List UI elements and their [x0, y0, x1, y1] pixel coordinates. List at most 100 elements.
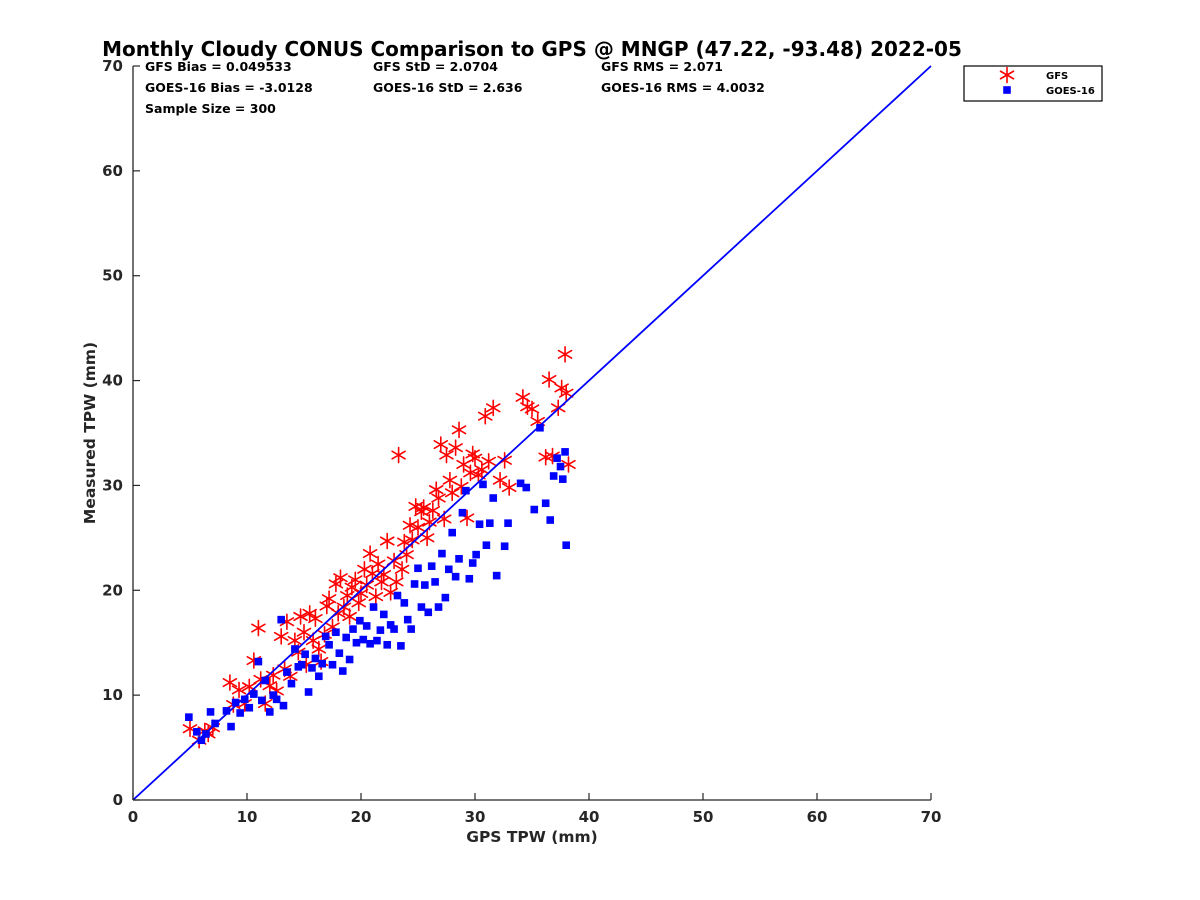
goes-16-point: [297, 660, 306, 669]
goes-16-point: [338, 667, 347, 675]
goes-16-point: [315, 672, 323, 681]
legend-goes-16-marker: [1003, 86, 1011, 94]
goes-16-point: [245, 703, 254, 712]
x-tick-label: 70: [921, 808, 942, 826]
gfs-point: [251, 619, 266, 637]
gfs-point: [348, 571, 363, 589]
y-tick-label: 0: [113, 791, 123, 809]
gfs-point: [333, 569, 348, 587]
x-tick-label: 40: [579, 808, 600, 826]
gfs-point: [410, 519, 426, 536]
goes-16-point: [335, 649, 344, 657]
goes-16-point: [373, 636, 381, 645]
goes-16-point: [504, 519, 512, 527]
goes-16-point: [362, 622, 371, 630]
gfs-point: [425, 502, 441, 519]
goes-16-point: [266, 708, 274, 716]
goes-16-point: [482, 541, 491, 549]
goes-16-point: [325, 641, 333, 649]
goes-16-point: [279, 701, 288, 710]
gfs-point: [433, 436, 449, 453]
goes-16-point: [441, 593, 450, 602]
sample-size-text: Sample Size = 300: [145, 101, 276, 116]
gfs-point: [448, 439, 463, 456]
goes-16-point: [475, 520, 484, 529]
goes-16-series: [185, 423, 570, 745]
goes-16-point: [468, 559, 477, 567]
y-tick-label: 30: [102, 476, 123, 494]
goes-16-point: [438, 549, 446, 558]
legend-box: [963, 65, 1103, 102]
gfs-point: [439, 446, 454, 464]
gfs-point: [394, 561, 410, 578]
gfs-point: [296, 623, 312, 641]
gfs-point: [419, 529, 435, 547]
goes-16-point: [206, 708, 215, 716]
goes-16-point: [390, 625, 398, 633]
y-tick-label: 40: [102, 372, 123, 390]
goes-16-point: [458, 508, 467, 517]
goes-16-point: [222, 707, 231, 715]
goes-16-point: [536, 423, 544, 432]
gfs-point: [391, 446, 406, 464]
x-tick-label: 50: [693, 808, 714, 826]
goes-16-point: [451, 572, 460, 581]
goes-16-point: [516, 479, 525, 488]
legend-gfs-asterisk: [999, 66, 1015, 84]
goes-16-point: [366, 639, 374, 648]
gfs-point: [342, 608, 357, 625]
gfs-point: [485, 399, 501, 417]
goes-16-point: [553, 454, 561, 462]
goes-16-point: [250, 690, 258, 698]
goes-16-point: [472, 550, 480, 559]
gfs-point: [351, 594, 367, 612]
x-axis-label: GPS TPW (mm): [466, 828, 598, 846]
goes-16-point: [287, 679, 296, 688]
gfs-point: [231, 681, 247, 699]
gfs-point: [477, 407, 493, 425]
gfs-point: [362, 545, 378, 562]
goes-16-point: [231, 698, 240, 707]
gfs-std-text: GFS StD = 2.0704: [373, 59, 498, 74]
goes-16-point: [291, 645, 299, 653]
gfs-point: [370, 555, 386, 573]
goes-16-point: [376, 626, 385, 634]
goes-16-point: [304, 688, 313, 696]
gfs-point: [374, 573, 389, 591]
gfs-point: [302, 605, 317, 622]
goes-16-point: [522, 483, 531, 492]
y-tick-label: 10: [102, 686, 123, 704]
goes-16-point: [321, 632, 330, 641]
goes-16-point: [254, 657, 263, 666]
goes-16-point: [407, 625, 415, 633]
goes-16-point: [311, 654, 320, 663]
gfs-point: [451, 421, 467, 439]
goes-16-point: [444, 565, 453, 574]
gfs-point: [311, 640, 327, 658]
goes-16-point: [479, 480, 487, 489]
goes-16-point: [352, 638, 361, 647]
x-tick-label: 0: [128, 808, 138, 826]
goes-16-point: [301, 650, 309, 659]
gfs-rms-text: GFS RMS = 2.071: [601, 59, 723, 74]
gfs-point: [524, 400, 540, 418]
goes-16-point: [332, 628, 340, 637]
gfs-point: [481, 453, 496, 470]
gfs-point: [389, 573, 404, 591]
gfs-point: [444, 484, 460, 502]
gfs-point: [428, 481, 444, 498]
goes-16-point: [380, 610, 388, 619]
gfs-point: [402, 516, 418, 534]
goes-16-point: [455, 555, 463, 563]
gfs-point: [379, 532, 395, 550]
goes-16-point: [431, 578, 439, 586]
y-axis-label: Measured TPW (mm): [81, 342, 99, 524]
goes-bias-text: GOES-16 Bias = -3.0128: [145, 80, 313, 95]
gfs-point: [557, 346, 573, 363]
goes-16-point: [492, 571, 501, 580]
goes-16-point: [227, 722, 235, 731]
goes-std-text: GOES-16 StD = 2.636: [373, 80, 523, 95]
goes-16-point: [349, 625, 357, 633]
goes-16-point: [400, 599, 409, 607]
gfs-point: [222, 674, 238, 691]
